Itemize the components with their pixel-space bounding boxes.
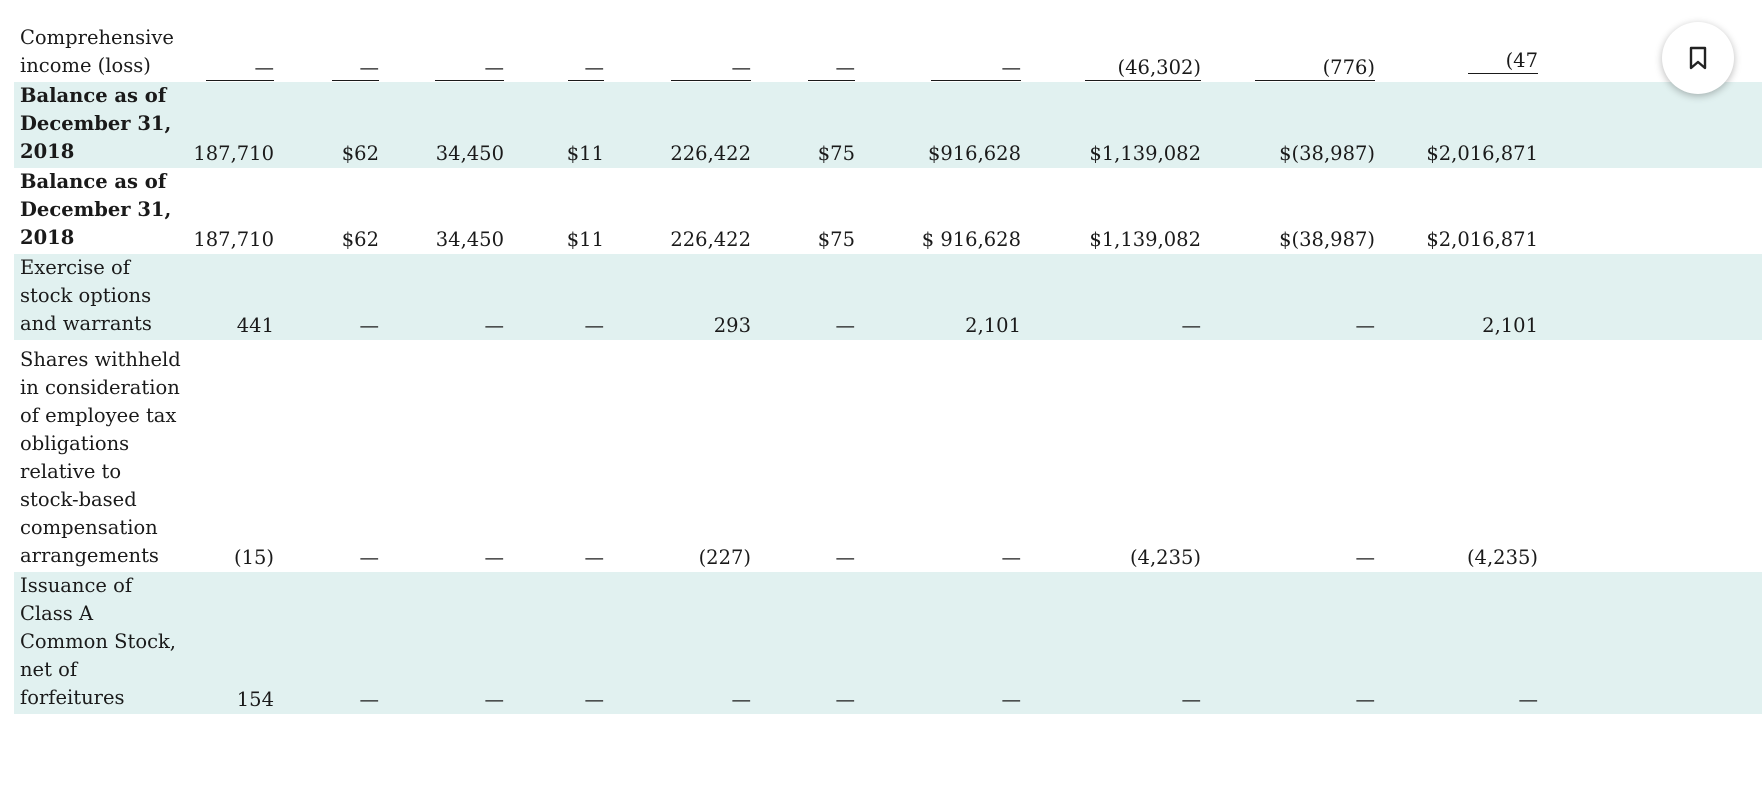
table-cell: — [379, 254, 504, 340]
table-row: Issuance of Class A Common Stock, net of… [14, 572, 1762, 714]
table-cell: — [484, 546, 505, 569]
table-cell: — [751, 572, 855, 714]
table-cell: — [379, 0, 504, 82]
table-cell: — [751, 254, 855, 340]
table-cell: $916,628 [855, 82, 1021, 168]
table-cell: — [604, 0, 751, 82]
table-cell: — [379, 572, 504, 714]
table-row: Balance as of December 31, 2018 187,710 … [14, 168, 1762, 254]
table-cell: $(38,987) [1279, 228, 1375, 251]
table-cell: — [1201, 254, 1375, 340]
table-cell: $2,016,871 [1426, 228, 1538, 251]
table-cell: — [584, 546, 605, 569]
table-cell: — [504, 0, 604, 82]
table-cell: $62 [274, 82, 379, 168]
table-cell: — [184, 0, 274, 82]
table-cell: $62 [341, 228, 379, 251]
row-label: Exercise of stock options and warrants [14, 254, 184, 340]
table-cell: 441 [184, 254, 274, 340]
table-cell: 2,101 [855, 254, 1021, 340]
table-cell: — [1355, 546, 1376, 569]
table-cell: (47 [1375, 0, 1538, 82]
bookmark-button[interactable] [1662, 22, 1734, 94]
table-cell: 293 [604, 254, 751, 340]
table-cell: — [1375, 572, 1538, 714]
row-label: Shares withheld in consideration of empl… [20, 348, 181, 567]
table-cell: — [504, 572, 604, 714]
table-cell: — [751, 0, 855, 82]
table-cell: — [604, 572, 751, 714]
table-cell: — [835, 546, 856, 569]
table-cell: 34,450 [379, 82, 504, 168]
table-cell: — [359, 546, 380, 569]
table-row: Exercise of stock options and warrants 4… [14, 254, 1762, 340]
table-cell: (227) [698, 546, 751, 569]
table-row: Shares withheld in consideration of empl… [14, 340, 1762, 572]
table-cell: $(38,987) [1201, 82, 1375, 168]
table-cell: $75 [751, 82, 855, 168]
bookmark-icon [1689, 46, 1707, 70]
row-label: Issuance of Class A Common Stock, net of… [14, 572, 184, 714]
table-cell: $1,139,082 [1021, 82, 1201, 168]
table-cell: 2,101 [1375, 254, 1538, 340]
row-label: Balance as of December 31, 2018 [14, 82, 184, 168]
table-row: Comprehensive income (loss) — — — — — — … [14, 0, 1762, 82]
table-cell: $ 916,628 [921, 228, 1021, 251]
table-cell: (4,235) [1129, 546, 1201, 569]
table-cell: — [274, 0, 379, 82]
table-cell: 187,710 [184, 82, 274, 168]
table-cell: 226,422 [604, 82, 751, 168]
table-cell: (46,302) [1021, 0, 1201, 82]
row-label: Balance as of December 31, 2018 [20, 170, 172, 249]
table-cell: — [1201, 572, 1375, 714]
table-cell: 187,710 [193, 228, 274, 251]
equity-statement-table: Comprehensive income (loss) — — — — — — … [14, 0, 1762, 714]
table-cell: (4,235) [1466, 546, 1538, 569]
table-cell: — [1021, 254, 1201, 340]
table-cell: — [1021, 572, 1201, 714]
table-cell: 154 [184, 572, 274, 714]
table-row: Balance as of December 31, 2018 187,710 … [14, 82, 1762, 168]
table-cell: $75 [817, 228, 855, 251]
table-cell: — [274, 572, 379, 714]
table-cell: — [274, 254, 379, 340]
table-cell: (15) [233, 546, 274, 569]
table-cell: $11 [566, 228, 604, 251]
table-cell: — [504, 254, 604, 340]
table-cell: $2,016,871 [1375, 82, 1538, 168]
table-cell: $1,139,082 [1089, 228, 1201, 251]
table-cell: — [855, 572, 1021, 714]
row-label: Comprehensive income (loss) [20, 26, 174, 77]
table-cell: 226,422 [670, 228, 751, 251]
table-cell: 34,450 [435, 228, 504, 251]
table-cell: — [855, 0, 1021, 82]
table-cell: $11 [504, 82, 604, 168]
table-cell: — [1001, 546, 1022, 569]
table-cell: (776) [1201, 0, 1375, 82]
